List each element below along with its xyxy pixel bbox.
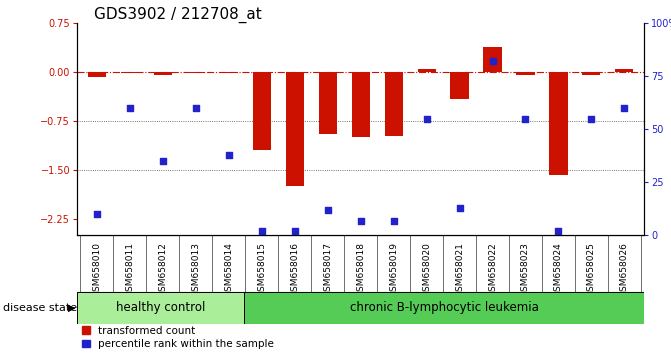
Text: GSM658016: GSM658016: [291, 242, 299, 297]
Bar: [550, 72, 568, 175]
Bar: [582, 72, 601, 75]
Point: [356, 218, 366, 223]
Point: [520, 116, 531, 121]
Text: GSM658022: GSM658022: [488, 242, 497, 297]
Point: [158, 158, 168, 164]
Point: [322, 207, 333, 213]
Point: [389, 218, 399, 223]
Point: [553, 228, 564, 234]
Bar: [121, 72, 139, 73]
Point: [487, 58, 498, 64]
Bar: [88, 72, 106, 77]
Bar: [244, 292, 644, 324]
Point: [421, 116, 432, 121]
Text: GSM658018: GSM658018: [356, 242, 365, 297]
Point: [191, 105, 201, 111]
Text: GSM658024: GSM658024: [554, 242, 563, 297]
Bar: [384, 72, 403, 136]
Point: [223, 152, 234, 158]
Text: GSM658025: GSM658025: [587, 242, 596, 297]
Text: GSM658012: GSM658012: [158, 242, 167, 297]
Text: GSM658013: GSM658013: [191, 242, 201, 297]
Text: GDS3902 / 212708_at: GDS3902 / 212708_at: [94, 7, 262, 23]
Bar: [517, 72, 535, 75]
Text: GSM658010: GSM658010: [93, 242, 101, 297]
Bar: [219, 72, 238, 73]
Text: GSM658017: GSM658017: [323, 242, 332, 297]
Text: ▶: ▶: [68, 303, 76, 313]
Text: GSM658023: GSM658023: [521, 242, 530, 297]
Point: [91, 211, 102, 217]
Bar: [417, 69, 435, 72]
Text: GSM658014: GSM658014: [224, 242, 234, 297]
Text: GSM658020: GSM658020: [422, 242, 431, 297]
Text: GSM658021: GSM658021: [455, 242, 464, 297]
Bar: [615, 69, 633, 72]
Bar: [154, 72, 172, 75]
Legend: transformed count, percentile rank within the sample: transformed count, percentile rank withi…: [83, 326, 274, 349]
Text: healthy control: healthy control: [116, 302, 205, 314]
Text: chronic B-lymphocytic leukemia: chronic B-lymphocytic leukemia: [350, 302, 539, 314]
Point: [289, 228, 300, 234]
Point: [619, 105, 630, 111]
Bar: [286, 72, 304, 187]
Text: GSM658026: GSM658026: [620, 242, 629, 297]
Bar: [352, 72, 370, 137]
Text: GSM658015: GSM658015: [257, 242, 266, 297]
Text: disease state: disease state: [3, 303, 77, 313]
Text: GSM658019: GSM658019: [389, 242, 398, 297]
Bar: [484, 47, 502, 72]
Bar: [77, 292, 244, 324]
Bar: [187, 72, 205, 73]
Text: GSM658011: GSM658011: [125, 242, 134, 297]
Point: [454, 205, 465, 211]
Point: [256, 228, 267, 234]
Point: [586, 116, 597, 121]
Bar: [450, 72, 468, 99]
Bar: [319, 72, 337, 134]
Point: [125, 105, 136, 111]
Bar: [253, 72, 271, 150]
